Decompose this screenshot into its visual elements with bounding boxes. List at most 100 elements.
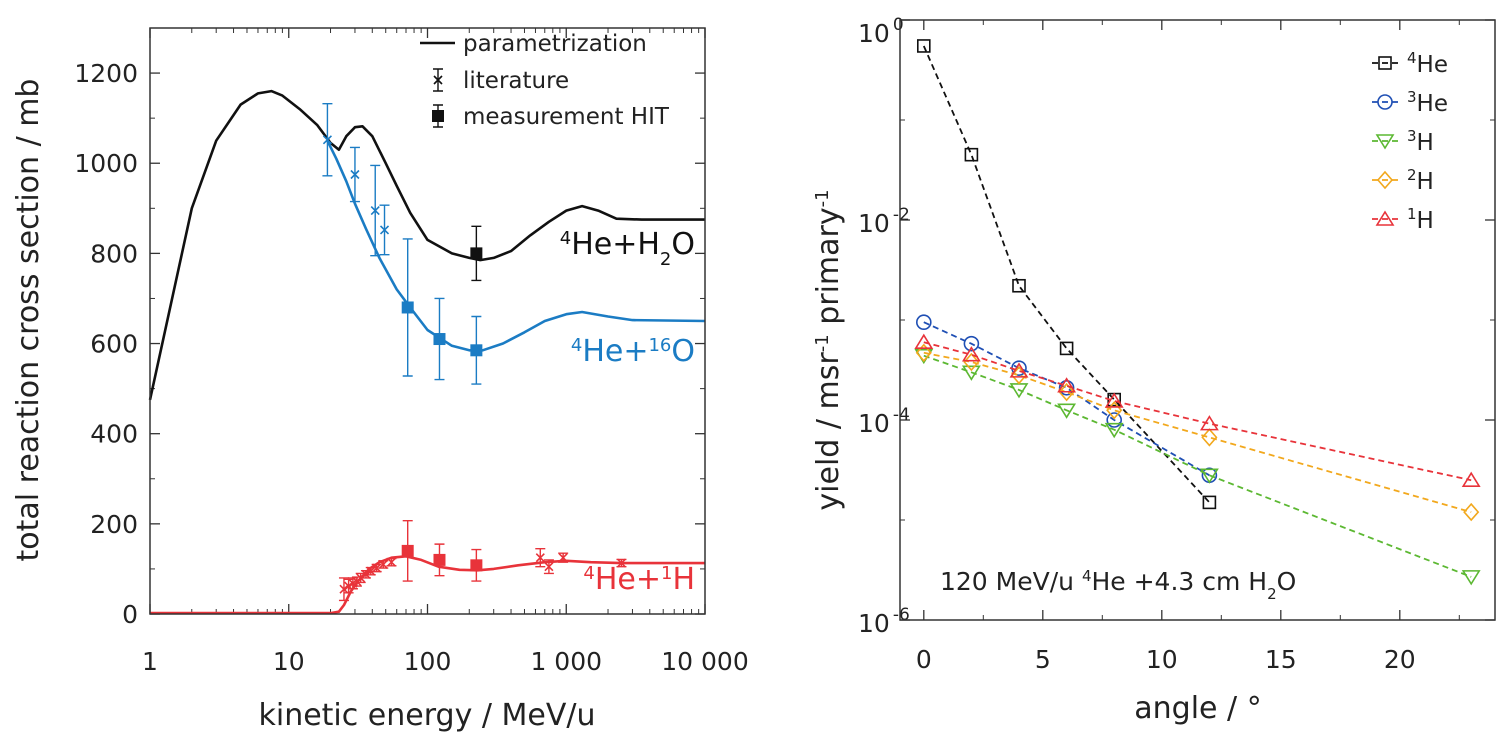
series-label: 4He+1H xyxy=(583,562,695,597)
legend-element: He xyxy=(1417,91,1448,117)
legend-mass: 3 xyxy=(1407,88,1417,106)
series-4He+1H: 4He+1H xyxy=(150,519,705,615)
literature-point xyxy=(339,584,349,594)
series-line xyxy=(922,45,1211,504)
data-point xyxy=(1057,377,1077,393)
x-tick-label: 0 xyxy=(916,645,932,674)
legend-label: parametrization xyxy=(463,31,647,57)
legend-element: H xyxy=(1417,169,1434,195)
data-point xyxy=(1201,428,1218,447)
data-point xyxy=(963,352,980,372)
y-tick-label: 10 -6 xyxy=(858,605,910,638)
y-tick-exponent: -2 xyxy=(893,205,910,225)
legend-cross-swatch xyxy=(433,75,443,85)
literature-point xyxy=(535,553,545,563)
legend-mass: 3 xyxy=(1407,127,1417,145)
legend-square-swatch xyxy=(432,110,444,122)
plot-frame xyxy=(149,27,706,615)
legend-marker xyxy=(1375,134,1395,150)
annotation-part: 2 xyxy=(1267,585,1277,603)
x-tick-label: 10 xyxy=(273,647,305,676)
data-point xyxy=(1461,471,1481,488)
literature-point xyxy=(322,135,332,145)
series-label-part: He+H xyxy=(571,227,660,262)
measurement-point xyxy=(470,344,483,357)
series-label-part: H xyxy=(672,562,695,597)
y-axis-label-part: primary xyxy=(811,207,846,334)
data-point xyxy=(1012,278,1026,293)
legend-mass: 1 xyxy=(1407,205,1417,223)
literature-point xyxy=(386,557,397,567)
series-label: 4He+H2O xyxy=(560,227,695,270)
data-point xyxy=(915,314,932,331)
series-label-part: 4 xyxy=(560,228,571,249)
literature-point xyxy=(350,169,360,180)
x-tick-label: 1 xyxy=(142,647,158,676)
legend-marker xyxy=(1378,56,1392,70)
data-point xyxy=(1106,412,1122,428)
measurement-point xyxy=(401,544,414,557)
literature-point xyxy=(366,566,376,576)
legend: parametrization literature measurement HIT xyxy=(420,31,670,130)
y-tick-label: 10 0 xyxy=(858,15,904,48)
series-label-part: He+ xyxy=(595,562,661,597)
legend-label: 1H xyxy=(1407,205,1434,234)
legend-label: 3He xyxy=(1407,88,1448,117)
data-point xyxy=(1058,379,1075,396)
x-tick-label: 10 000 xyxy=(661,647,748,676)
measurement-point xyxy=(401,301,414,314)
x-axis-label: kinetic energy / MeV/u xyxy=(258,698,595,733)
series-4He+16O: 4He+16O xyxy=(322,103,706,385)
plot-frame xyxy=(899,19,1496,621)
legend-marker xyxy=(1377,94,1393,110)
y-tick-base: 10 xyxy=(858,409,890,438)
y-tick-label: 1000 xyxy=(74,149,138,178)
legend-label: 2H xyxy=(1407,166,1434,195)
series-label-part: 2 xyxy=(660,249,671,270)
series-1H xyxy=(914,333,1481,488)
x-tick-label: 100 xyxy=(404,647,452,676)
series-line xyxy=(923,341,1472,482)
data-point xyxy=(915,343,932,363)
series-2H xyxy=(915,343,1480,522)
x-tick-label: 20 xyxy=(1384,645,1416,674)
data-point xyxy=(1202,495,1217,510)
legend-mass: 2 xyxy=(1407,166,1417,184)
series-label-part: O xyxy=(671,334,695,369)
data-point xyxy=(1461,570,1481,586)
data-point xyxy=(1463,502,1480,522)
data-point xyxy=(1009,362,1029,378)
y-tick-label: 200 xyxy=(90,510,138,539)
legend-element: H xyxy=(1417,208,1434,234)
y-tick-label: 600 xyxy=(90,330,138,359)
annotation-part: 120 MeV/u xyxy=(940,567,1082,596)
series-label-part: 4 xyxy=(583,563,594,584)
legend-marker xyxy=(1375,210,1395,226)
annotation: 120 MeV/u 4He +4.3 cm H2O xyxy=(940,567,1296,603)
y-tick-exponent: -6 xyxy=(893,605,910,625)
data-point xyxy=(961,346,981,362)
series-label-part: 4 xyxy=(571,335,582,356)
x-tick-label: 10 xyxy=(1146,645,1178,674)
x-axis-label: angle / ° xyxy=(1134,691,1261,726)
measurement-point xyxy=(470,247,483,260)
legend-mass: 4 xyxy=(1407,49,1417,67)
legend-label: measurement HIT xyxy=(463,104,670,130)
data-point xyxy=(1199,468,1219,484)
series-4He+H2O: 4He+H2O xyxy=(148,89,705,401)
annotation-part: He +4.3 cm H xyxy=(1091,567,1267,596)
y-tick-label: 10 -2 xyxy=(858,205,910,238)
y-axis-label-part: -1 xyxy=(812,334,833,352)
y-axis-label-part: yield / msr xyxy=(811,352,846,511)
x-tick-label: 5 xyxy=(1035,645,1051,674)
data-point xyxy=(1104,422,1124,439)
y-tick-base: 10 xyxy=(858,19,890,48)
data-point xyxy=(914,333,934,349)
series-label-part: 16 xyxy=(648,335,671,356)
parametrization-curve xyxy=(148,89,705,401)
measurement-point xyxy=(433,333,446,346)
series-line xyxy=(923,321,1210,477)
data-point xyxy=(1057,403,1077,419)
data-point xyxy=(916,39,931,53)
